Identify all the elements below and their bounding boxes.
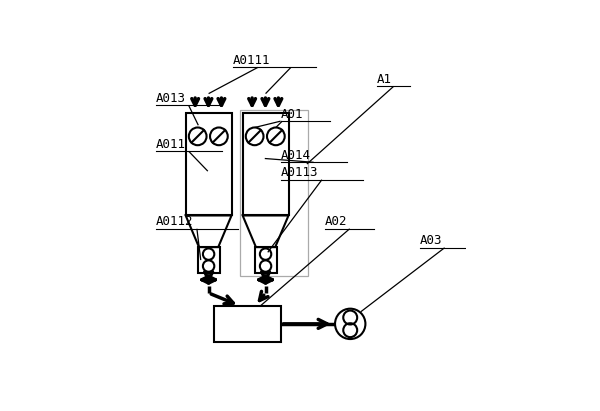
Text: A0113: A0113 xyxy=(281,166,318,179)
Text: A013: A013 xyxy=(155,92,185,105)
Text: A02: A02 xyxy=(325,215,347,228)
Bar xyxy=(197,247,220,273)
Bar xyxy=(240,110,308,276)
Bar xyxy=(242,113,289,215)
Text: A014: A014 xyxy=(281,149,311,162)
Text: A011: A011 xyxy=(155,138,185,151)
Text: A03: A03 xyxy=(420,234,442,247)
Bar xyxy=(185,113,232,215)
Bar xyxy=(214,306,281,342)
Text: A1: A1 xyxy=(377,73,392,86)
Text: A01: A01 xyxy=(281,108,303,121)
Text: A0112: A0112 xyxy=(155,215,193,228)
Text: A0111: A0111 xyxy=(233,54,271,67)
Bar xyxy=(254,247,277,273)
